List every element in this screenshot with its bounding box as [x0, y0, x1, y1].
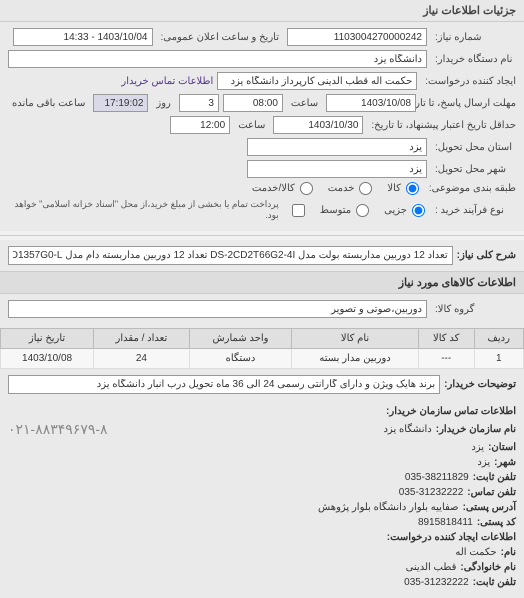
- radio-services[interactable]: [359, 182, 372, 195]
- description-row: شرح کلی نیاز:: [0, 240, 524, 271]
- announce-date-label: تاریخ و ساعت اعلان عمومی:: [157, 32, 284, 43]
- requester-surname-label: نام خانوادگی:: [460, 562, 516, 573]
- days-label: روز: [152, 98, 175, 109]
- goods-group-label: گروه کالا:: [431, 304, 516, 315]
- separator-1: [0, 235, 524, 236]
- payment-checkbox-label: پرداخت تمام یا بخشی از مبلغ خرید،از محل …: [8, 199, 279, 221]
- requester-tel-label: تلفن ثابت:: [473, 577, 516, 588]
- response-date-input[interactable]: [326, 94, 416, 112]
- radio-goods-label: کالا: [387, 183, 401, 194]
- tel-value: 035-38211829: [405, 472, 469, 483]
- goods-group-section: گروه کالا:: [0, 294, 524, 328]
- request-number-label: شماره نیاز:: [431, 32, 516, 43]
- barcode-text: ۰۲۱-۸۸۳۴۹۶۷۹-۸: [8, 421, 108, 438]
- requester-name-label: نام:: [501, 547, 516, 558]
- time-label-2: ساعت: [234, 120, 269, 131]
- city-value: یزد: [477, 457, 490, 468]
- delivery-province-label: استان محل تحویل:: [431, 142, 516, 153]
- td-name: دوربین مدار بسته: [292, 349, 419, 369]
- contact-section-title: اطلاعات تماس سازمان خریدار:: [386, 406, 516, 417]
- goods-table: ردیف کد کالا نام کالا واحد شمارش تعداد /…: [0, 328, 524, 369]
- buyer-notes-row: توضیحات خریدار:: [0, 369, 524, 400]
- radio-small[interactable]: [412, 204, 425, 217]
- tel-label: تلفن ثابت:: [473, 472, 516, 483]
- th-date: تاریخ نیاز: [1, 329, 94, 349]
- td-code: ---: [418, 349, 474, 369]
- response-time-input[interactable]: [223, 94, 283, 112]
- buyer-notes-label: توضیحات خریدار:: [444, 379, 516, 390]
- requester-info-label: اطلاعات ایجاد کننده درخواست:: [387, 532, 516, 543]
- td-date: 1403/10/08: [1, 349, 94, 369]
- requester-input[interactable]: [217, 72, 417, 90]
- time-label-1: ساعت: [287, 98, 322, 109]
- th-qty: تعداد / مقدار: [94, 329, 190, 349]
- header-title: جزئیات اطلاعات نیاز: [423, 5, 516, 17]
- request-number-input[interactable]: [287, 28, 427, 46]
- radio-both[interactable]: [300, 182, 313, 195]
- org-name-label: نام سازمان خریدار:: [436, 424, 516, 435]
- th-row: ردیف: [474, 329, 524, 349]
- buyer-contact-link[interactable]: اطلاعات تماس خریدار: [121, 76, 213, 87]
- postal-address-label: آدرس پستی:: [463, 502, 516, 513]
- buyer-org-label: نام دستگاه خریدار:: [431, 54, 516, 65]
- validity-date-input[interactable]: [273, 116, 363, 134]
- org-name-value: دانشگاه یزد: [383, 424, 431, 435]
- td-row: 1: [474, 349, 524, 369]
- td-unit: دستگاه: [189, 349, 292, 369]
- description-input[interactable]: [8, 246, 453, 265]
- radio-medium-label: متوسط: [320, 205, 351, 216]
- requester-name-value: حکمت اله: [455, 547, 496, 558]
- goods-group-input[interactable]: [8, 300, 427, 318]
- th-unit: واحد شمارش: [189, 329, 292, 349]
- page-header: جزئیات اطلاعات نیاز: [0, 0, 524, 22]
- remaining-time-input: [93, 94, 148, 112]
- requester-label: ایجاد کننده درخواست:: [421, 76, 516, 87]
- radio-goods[interactable]: [406, 182, 419, 195]
- postal-address-value: صفاییه بلوار دانشگاه بلوار پژوهش: [318, 502, 459, 513]
- contact-section: اطلاعات تماس سازمان خریدار: نام سازمان خ…: [0, 400, 524, 598]
- th-name: نام کالا: [292, 329, 419, 349]
- td-qty: 24: [94, 349, 190, 369]
- description-label: شرح کلی نیاز:: [457, 250, 516, 261]
- goods-table-container: ردیف کد کالا نام کالا واحد شمارش تعداد /…: [0, 328, 524, 369]
- days-input[interactable]: [179, 94, 219, 112]
- payment-checkbox[interactable]: [292, 204, 305, 217]
- delivery-province-input[interactable]: [247, 138, 427, 156]
- requester-tel-value: 035-31232222: [404, 577, 469, 588]
- postal-code-label: کد پستی:: [477, 517, 516, 528]
- announce-date-input[interactable]: [13, 28, 153, 46]
- radio-medium[interactable]: [356, 204, 369, 217]
- th-code: کد کالا: [418, 329, 474, 349]
- purchase-type-label: نوع فرآیند خرید :: [431, 205, 516, 216]
- fax-value: 035-31232222: [399, 487, 464, 498]
- radio-services-label: خدمت: [328, 183, 355, 194]
- validity-time-input[interactable]: [170, 116, 230, 134]
- buyer-org-input[interactable]: [8, 50, 427, 68]
- radio-small-label: جزیی: [384, 205, 407, 216]
- delivery-city-input[interactable]: [247, 160, 427, 178]
- form-section: شماره نیاز: تاریخ و ساعت اعلان عمومی: نا…: [0, 22, 524, 231]
- budget-type-label: طبقه بندی موضوعی:: [425, 183, 516, 194]
- city-label: شهر:: [494, 457, 516, 468]
- fax-label: تلفن تماس:: [467, 487, 516, 498]
- postal-code-value: 8915818411: [418, 517, 473, 528]
- table-row[interactable]: 1 --- دوربین مدار بسته دستگاه 24 1403/10…: [1, 349, 524, 369]
- requester-surname-value: قطب الدینی: [406, 562, 457, 573]
- radio-both-label: کالا/خدمت: [252, 183, 295, 194]
- delivery-city-label: شهر محل تحویل:: [431, 164, 516, 175]
- remaining-label: ساعت باقی مانده: [8, 98, 89, 109]
- response-deadline-label: مهلت ارسال پاسخ، تا تاریخ:: [420, 98, 516, 109]
- province-label: استان:: [488, 442, 516, 453]
- validity-label: حداقل تاریخ اعتبار پیشنهاد، تا تاریخ:: [367, 120, 516, 131]
- province-value: یزد: [471, 442, 484, 453]
- buyer-notes-input[interactable]: [8, 375, 440, 394]
- goods-section-header: اطلاعات کالاهای مورد نیاز: [0, 271, 524, 294]
